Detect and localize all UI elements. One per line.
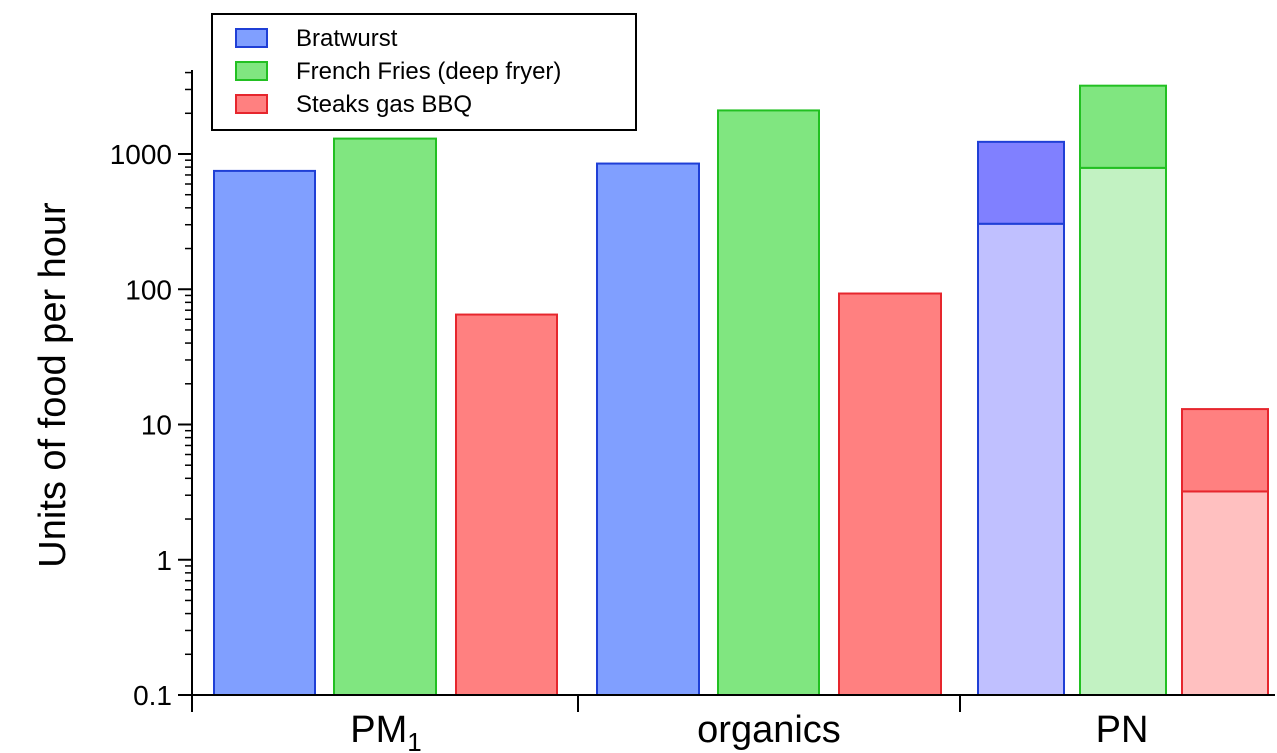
y-tick-label-4: 1000 xyxy=(110,139,172,170)
legend-swatch-0 xyxy=(235,28,268,48)
bars-layer xyxy=(213,84,1269,697)
y-tick-label-0: 0.1 xyxy=(133,680,172,711)
legend-label-1: French Fries (deep fryer) xyxy=(296,58,561,85)
bar-2-2-lower xyxy=(1181,490,1269,696)
y-tick-label-3: 100 xyxy=(125,274,172,305)
legend-label-2: Steaks gas BBQ xyxy=(296,91,472,118)
legend-box xyxy=(211,13,637,131)
bar-2-2-upper xyxy=(1181,408,1269,493)
category-label-text: PN xyxy=(1096,709,1149,751)
category-label-text: PM xyxy=(350,709,407,751)
bar-0-1 xyxy=(333,137,437,696)
bar-1-1 xyxy=(717,109,820,696)
category-label-text: organics xyxy=(697,709,841,751)
legend-items: Bratwurst French Fries (deep fryer) Steaks… xyxy=(235,25,561,118)
y-tick-label-2: 10 xyxy=(141,410,172,441)
ticks-layer: 0.1 1 10 100 1000 xyxy=(110,71,961,712)
category-label-2: PN xyxy=(1096,709,1149,751)
bar-2-1-upper xyxy=(1079,84,1167,169)
legend: Bratwurst French Fries (deep fryer) Steaks… xyxy=(211,13,637,131)
bar-2-0-upper xyxy=(977,140,1065,225)
bar-0-0 xyxy=(213,169,316,697)
legend-label-0: Bratwurst xyxy=(296,25,398,52)
legend-swatch-2 xyxy=(235,94,268,114)
y-axis-title: Units of food per hour xyxy=(32,202,74,568)
axes-layer xyxy=(191,70,1275,696)
bar-2-1-lower xyxy=(1079,166,1167,696)
bar-2-0-lower xyxy=(977,222,1065,696)
category-labels: PM1 organics PN xyxy=(350,709,1148,753)
category-label-0: PM1 xyxy=(350,709,421,753)
legend-swatch-1 xyxy=(235,61,268,81)
category-label-1: organics xyxy=(697,709,841,751)
bar-1-2 xyxy=(838,292,942,696)
y-tick-label-1: 1 xyxy=(156,545,172,576)
category-label-subscript: 1 xyxy=(407,727,421,753)
bar-1-0 xyxy=(596,162,700,697)
bar-0-2 xyxy=(455,313,558,696)
